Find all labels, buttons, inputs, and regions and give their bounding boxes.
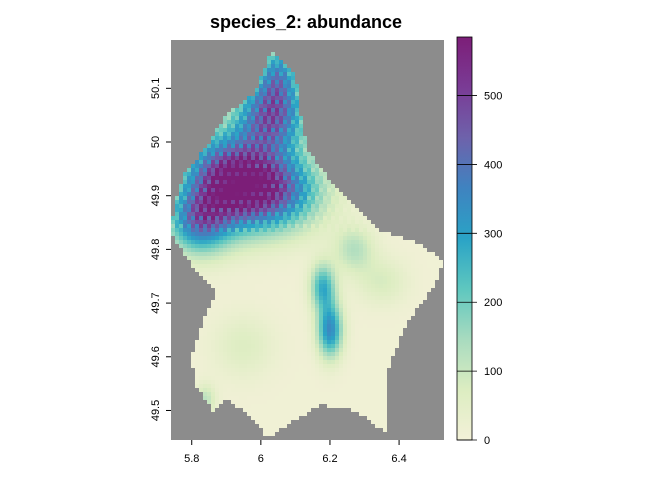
x-tick-label: 6 [258,453,264,465]
y-tick-label: 49.5 [150,400,162,421]
y-tick-label: 49.9 [150,185,162,206]
chart-title: species_2: abundance [210,12,402,32]
colorbar-tick-label: 400 [484,159,502,171]
colorbar-tick-label: 200 [484,297,502,309]
colorbar-tick-label: 300 [484,228,502,240]
x-tick-label: 5.8 [184,453,199,465]
map-panel [171,40,444,440]
colorbar-tick-label: 500 [484,91,502,103]
colorbar-legend: 0 100 200 300 400 500 [456,36,502,447]
x-tick-label: 6.2 [322,453,337,465]
y-axis: 49.5 49.6 49.7 49.8 49.9 50 50.1 [150,78,171,421]
y-tick-label: 50.1 [150,78,162,99]
y-tick-label: 49.6 [150,346,162,367]
y-tick-label: 49.7 [150,292,162,313]
colorbar-tick-label: 100 [484,366,502,378]
colorbar-tick-label: 0 [484,435,490,447]
colorbar-ticks: 0 100 200 300 400 500 [457,91,502,447]
abundance-raster [171,52,443,436]
y-tick-label: 50 [150,136,162,148]
x-tick-label: 6.4 [391,453,406,465]
colorbar-gradient [456,36,473,441]
y-tick-label: 49.8 [150,239,162,260]
x-axis: 5.8 6 6.2 6.4 [184,440,407,465]
